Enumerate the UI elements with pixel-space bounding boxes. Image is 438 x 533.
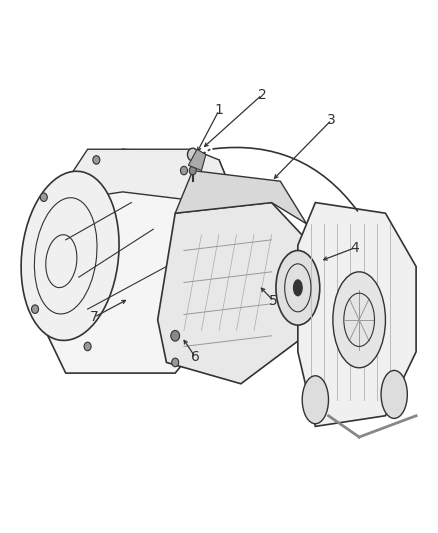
Ellipse shape xyxy=(381,370,407,418)
Circle shape xyxy=(187,148,198,161)
Circle shape xyxy=(172,358,179,367)
Ellipse shape xyxy=(21,171,119,341)
Circle shape xyxy=(93,156,100,164)
Polygon shape xyxy=(53,149,241,213)
Circle shape xyxy=(180,166,187,175)
Polygon shape xyxy=(158,203,307,384)
Circle shape xyxy=(189,166,196,175)
Circle shape xyxy=(40,193,47,201)
Text: 3: 3 xyxy=(327,113,336,127)
Polygon shape xyxy=(188,149,206,171)
Polygon shape xyxy=(175,171,307,224)
Polygon shape xyxy=(35,149,241,373)
Circle shape xyxy=(84,342,91,351)
Text: 1: 1 xyxy=(215,103,223,117)
Circle shape xyxy=(32,305,39,313)
Text: 2: 2 xyxy=(258,88,266,102)
Text: 4: 4 xyxy=(350,241,359,255)
Text: 5: 5 xyxy=(269,294,278,308)
Text: 7: 7 xyxy=(90,310,99,324)
Ellipse shape xyxy=(302,376,328,424)
Ellipse shape xyxy=(333,272,385,368)
Ellipse shape xyxy=(293,280,302,296)
Polygon shape xyxy=(298,203,416,426)
Text: 6: 6 xyxy=(191,350,200,364)
Circle shape xyxy=(171,330,180,341)
Ellipse shape xyxy=(276,251,320,325)
